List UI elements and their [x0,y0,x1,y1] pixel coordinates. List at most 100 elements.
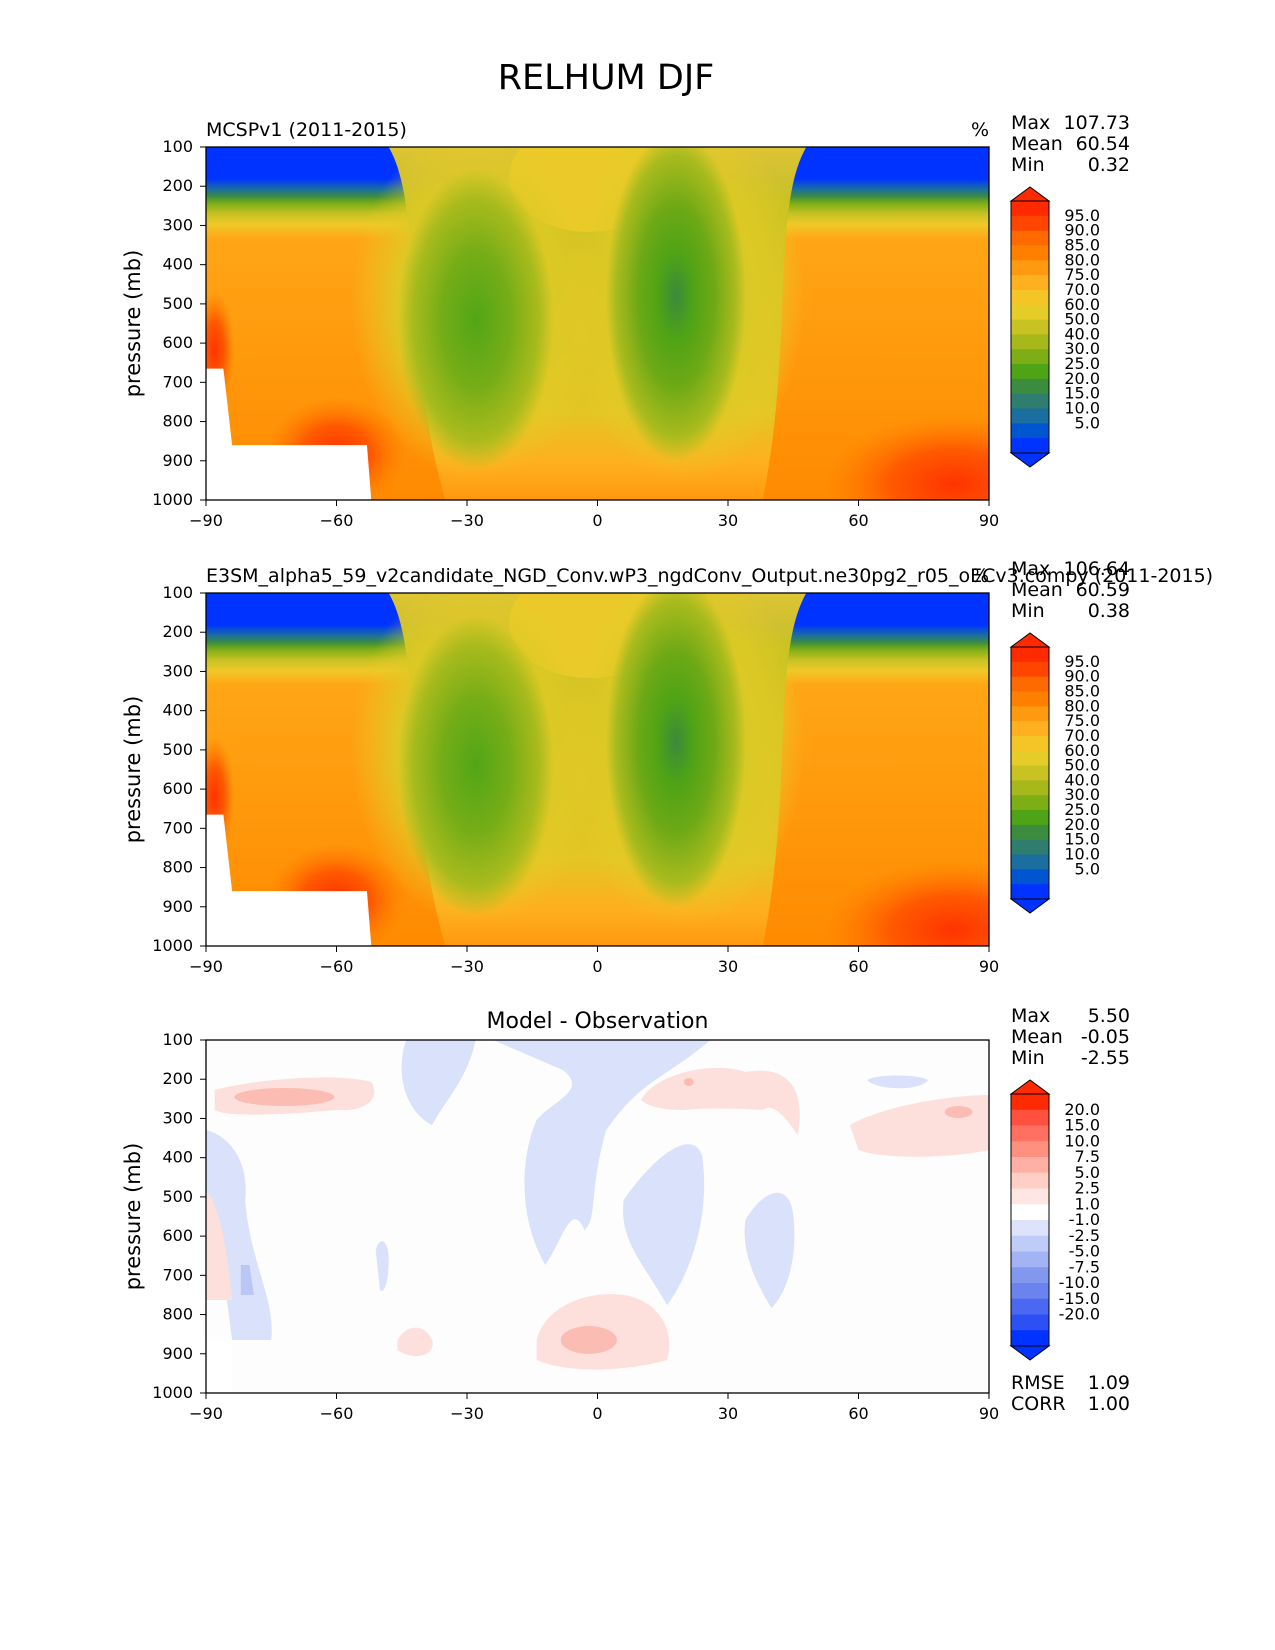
stats-value: -0.05 [1081,1026,1130,1048]
panel-units: % [971,565,989,587]
stats-value: 106.64 [1064,558,1130,580]
y-tick-label: 500 [162,1187,193,1206]
colorbar-swatch [1011,201,1049,217]
x-tick-label: 30 [718,1404,738,1423]
negative-anomaly-patch [623,1144,705,1305]
colorbar-swatch [1011,1141,1049,1158]
moist-lower-nh [824,860,989,946]
colorbar-swatch [1011,706,1049,722]
x-tick-label: −30 [450,511,484,530]
colorbar-label: 10.0 [1064,845,1100,864]
colorbar-swatch [1011,765,1049,781]
colorbar-swatch [1011,1267,1049,1284]
y-tick-label: 800 [162,858,193,877]
colorbar-label: 2.5 [1075,1179,1100,1198]
panel-title-center: Model - Observation [487,1009,709,1034]
y-tick-label: 100 [162,137,193,156]
colorbar-label: 20.0 [1064,815,1100,834]
colorbar-swatch [1011,378,1049,395]
colorbar-label: 50.0 [1064,756,1100,775]
y-tick-label: 900 [162,897,193,916]
y-tick-label: 200 [162,1069,193,1088]
colorbar-swatch [1011,750,1049,767]
stats-label: Mean [1011,579,1063,601]
colorbar-swatch [1011,1330,1049,1347]
stats-value: 0.38 [1088,600,1130,622]
colorbar-swatch [1011,1172,1049,1189]
x-tick-label: 90 [979,1404,999,1423]
colorbar-label: 15.0 [1064,384,1100,403]
surface-mask [206,368,372,500]
colorbar-extend-bottom [1009,898,1051,914]
positive-anomaly-patch [206,1190,233,1300]
positive-anomaly-core [683,1078,694,1086]
colorbar-frame [1010,646,1050,900]
x-tick-label: −30 [450,957,484,976]
colorbar-label: 30.0 [1064,785,1100,804]
colorbar-swatch [1011,319,1049,335]
stats-label: Max [1011,112,1050,134]
y-tick-label: 800 [162,412,193,431]
colorbar-swatch [1011,884,1049,900]
stats-label: Min [1011,154,1045,176]
colorbar-label: 85.0 [1064,235,1100,254]
stats-label: Max [1011,558,1050,580]
colorbar-label: -1.0 [1069,1210,1100,1229]
colorbar-swatch [1011,275,1049,291]
colorbar-label: 75.0 [1064,711,1100,730]
colorbar-swatch [1011,364,1049,380]
colorbar-label: 1.0 [1075,1194,1100,1213]
colorbar-swatch [1011,1220,1049,1237]
metrics-value: 1.09 [1088,1372,1130,1394]
x-tick-label: −90 [189,957,223,976]
colorbar-label: 80.0 [1064,250,1100,269]
colorbar-swatch [1011,676,1049,692]
colorbar-label: 60.0 [1064,741,1100,760]
y-tick-label: 1000 [152,936,193,955]
stats: Max 5.50 Mean -0.05 Min -2.55 [1011,1005,1130,1069]
colorbar-swatch [1011,1298,1049,1315]
x-tick-label: −60 [320,511,354,530]
x-tick-label: −90 [189,511,223,530]
colorbar-label: 50.0 [1064,310,1100,329]
y-tick-label: 800 [162,1305,193,1324]
y-tick-label: 300 [162,1108,193,1127]
colorbar-swatch [1011,780,1049,796]
panel-title-left: E3SM_alpha5_59_v2candidate_NGD_Conv.wP3_… [206,565,1213,587]
colorbar-label: 5.0 [1075,413,1100,432]
colorbar-label: 5.0 [1075,1163,1100,1182]
colorbar-label: 75.0 [1064,265,1100,284]
dry-core-nh [605,147,746,461]
colorbar-label: 10.0 [1064,1131,1100,1150]
colorbar-label: 10.0 [1064,399,1100,418]
moist-lower-nh [824,414,989,500]
y-tick-label: 400 [162,701,193,720]
colorbar-swatch [1011,393,1049,410]
colorbar-label: 60.0 [1064,295,1100,314]
dry-core-nh [605,593,746,907]
colorbar-swatch [1011,1157,1049,1174]
stats-label: Min [1011,1047,1045,1069]
metrics-label: RMSE [1011,1372,1065,1394]
colorbar-swatch [1011,1235,1049,1252]
colorbar-label: 40.0 [1064,324,1100,343]
metrics-label: CORR [1011,1393,1066,1415]
colorbar-swatch [1011,289,1049,306]
negative-anomaly-core [240,1265,254,1295]
colorbar-label: 70.0 [1064,726,1100,745]
colorbar-swatch [1011,1251,1049,1268]
colorbar-swatch [1011,408,1049,424]
colorbar-swatch [1011,721,1049,737]
y-tick-label: 400 [162,255,193,274]
x-tick-label: 30 [718,957,738,976]
colorbar-swatch [1011,661,1049,678]
colorbar-extend-bottom [1009,452,1051,468]
colorbar: 95.090.085.080.075.070.060.050.040.030.0… [1009,632,1100,914]
negative-anomaly-patch [375,1241,389,1291]
colorbar-label: -10.0 [1059,1273,1100,1292]
colorbar-extend-top [1009,632,1051,648]
colorbar-swatch [1011,869,1049,885]
colorbar-label: 15.0 [1064,1116,1100,1135]
